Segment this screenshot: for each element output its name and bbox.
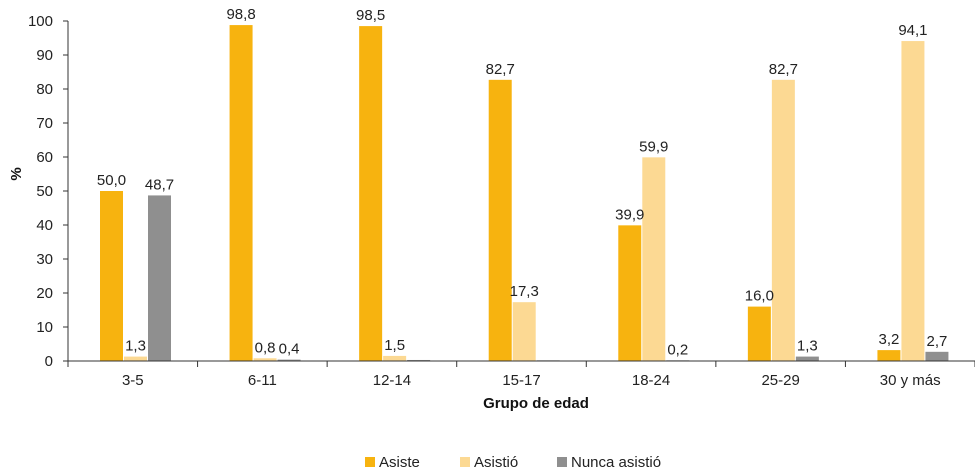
bar-asistió-0: [124, 356, 147, 361]
x-tick-label: 6-11: [248, 372, 277, 389]
y-tick-label: 20: [36, 285, 53, 302]
data-label: 50,0: [97, 172, 126, 189]
y-tick-label: 60: [36, 149, 53, 166]
data-label: 98,8: [226, 6, 255, 23]
legend-swatch: [460, 457, 470, 467]
y-tick-label: 40: [36, 217, 53, 234]
legend-label: Nunca asistió: [571, 454, 661, 471]
data-label: 0,8: [255, 339, 276, 356]
data-labels-layer: 50,0 98,8 98,5 82,7 39,9 16,0 3,2 1,3 0,8 1,5 17,3…: [97, 6, 947, 358]
bar-asistió-1: [253, 358, 277, 361]
data-label: 82,7: [486, 61, 515, 78]
bar-nunca-asistió-1: [277, 359, 301, 361]
data-label: 1,5: [384, 337, 405, 354]
axes-layer: 0 10 20 30 40 50 60 70 80 90 100 3-5 6-11 12-14 15-17 1…: [28, 13, 975, 389]
y-tick-label: 80: [36, 81, 53, 98]
data-label: 0,4: [279, 341, 300, 358]
x-tick-label: 3-5: [122, 372, 144, 389]
y-tick-label: 100: [28, 13, 53, 30]
data-label: 2,7: [926, 333, 947, 350]
bar-nunca-asistió-0: [148, 195, 171, 361]
y-tick-label: 30: [36, 251, 53, 268]
legend-swatch: [365, 457, 375, 467]
bar-asiste-6: [877, 350, 901, 361]
x-tick-label: 12-14: [373, 372, 411, 389]
bar-asistió-5: [771, 79, 795, 361]
y-tick-label: 50: [36, 183, 53, 200]
legend: Asiste Asistió Nunca asistió: [365, 454, 661, 471]
y-tick-label: 0: [45, 353, 53, 370]
bar-nunca-asistió-6: [925, 351, 949, 361]
y-tick-label: 10: [36, 319, 53, 336]
data-label: 48,7: [145, 176, 174, 193]
data-label: 1,3: [797, 338, 818, 355]
data-label: 82,7: [769, 61, 798, 78]
x-tick-label: 18-24: [632, 372, 670, 389]
data-label: 1,3: [125, 338, 146, 355]
bar-asiste-3: [488, 79, 512, 361]
data-label: 0,2: [667, 341, 688, 358]
x-tick-label: 25-29: [761, 372, 799, 389]
y-tick-label: 70: [36, 115, 53, 132]
bar-asistió-2: [383, 355, 407, 361]
bar-asistió-4: [642, 157, 666, 361]
data-label: 17,3: [510, 283, 539, 300]
x-axis-title: Grupo de edad: [483, 395, 589, 412]
bar-asistió-3: [512, 302, 536, 361]
data-label: 94,1: [898, 22, 927, 39]
bars-layer: [100, 25, 949, 362]
data-label: 39,9: [615, 206, 644, 223]
data-label: 98,5: [356, 7, 385, 24]
bar-asistió-6: [901, 41, 925, 362]
bar-asiste-1: [229, 25, 253, 362]
x-tick-label: 30 y más: [880, 372, 941, 389]
bar-asiste-5: [747, 306, 771, 361]
legend-swatch: [557, 457, 567, 467]
legend-label: Asistió: [474, 454, 518, 471]
y-tick-label: 90: [36, 47, 53, 64]
data-label: 16,0: [745, 288, 774, 305]
data-label: 59,9: [639, 138, 668, 155]
bar-asiste-4: [618, 225, 642, 361]
bar-asiste-0: [100, 191, 123, 361]
legend-label: Asiste: [379, 454, 420, 471]
bar-nunca-asistió-2: [407, 359, 431, 361]
bar-asiste-2: [359, 26, 383, 361]
data-label: 3,2: [878, 331, 899, 348]
y-axis-title: %: [8, 167, 25, 180]
bar-nunca-asistió-5: [795, 356, 819, 361]
x-tick-label: 15-17: [502, 372, 540, 389]
